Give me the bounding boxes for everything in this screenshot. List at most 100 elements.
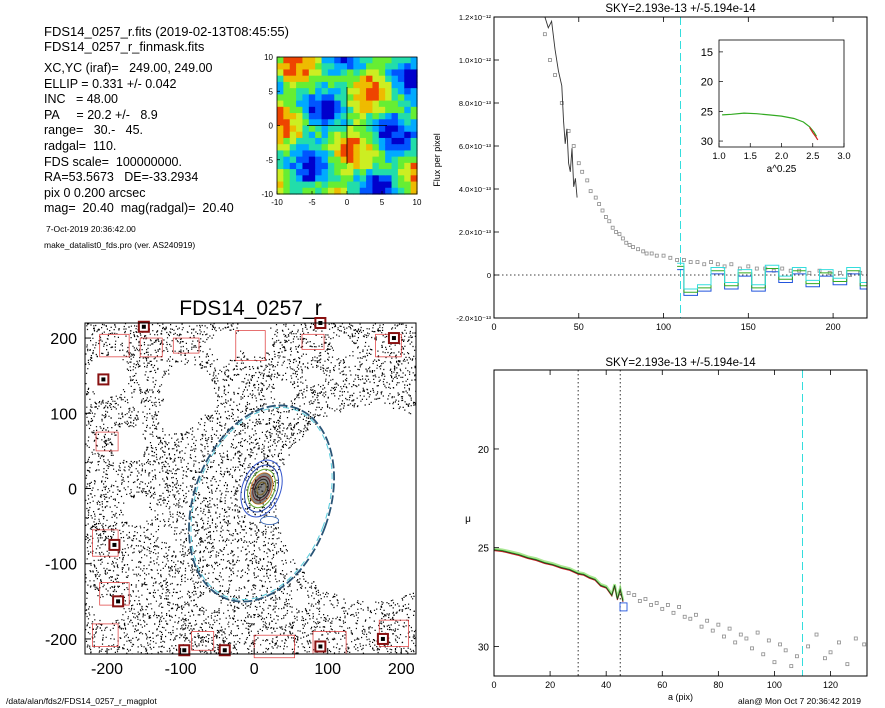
contour-cell bbox=[404, 131, 412, 139]
parameter-line: ELLIP = 0.331 +/- 0.042 bbox=[44, 76, 177, 91]
sky-inset-group: 1.0 1.5 2.0 2.5 3.0 15 20 25 30 a^0.25 bbox=[689, 34, 852, 183]
contour-cell bbox=[321, 150, 329, 158]
contour-cell bbox=[277, 57, 284, 64]
sky-scatter-point bbox=[675, 258, 680, 262]
contour-cell bbox=[410, 187, 418, 195]
profile-scatter-point bbox=[783, 648, 788, 653]
contour-cell bbox=[334, 175, 342, 183]
contour-cell bbox=[302, 137, 310, 145]
profile-plot-group: SKY=2.193e-13 +/-5.194e-14 0 20 40 60 80 100 12… bbox=[465, 357, 868, 702]
sky-annulus-ellipse-outer bbox=[188, 404, 335, 603]
profile-scatter-point bbox=[853, 636, 858, 641]
profile-last-point-marker bbox=[619, 602, 628, 612]
sky-y-tick: 6.0×10⁻¹³ bbox=[459, 142, 492, 151]
contour-cell bbox=[404, 137, 412, 145]
parameter-line: pix 0 0.200 arcsec bbox=[44, 185, 146, 200]
contour-cell bbox=[359, 100, 367, 108]
contour-cell bbox=[410, 88, 418, 95]
contour-cell bbox=[321, 106, 329, 114]
parameter-line: INC = 48.00 bbox=[44, 92, 118, 107]
sky-inset-x-tick: 3.0 bbox=[837, 151, 850, 162]
contour-cell bbox=[372, 156, 380, 164]
contour-cell bbox=[391, 187, 399, 195]
contour-cell bbox=[385, 106, 393, 114]
contour-cell bbox=[372, 187, 380, 195]
contour-cell bbox=[372, 175, 380, 183]
contour-cell bbox=[315, 137, 323, 145]
contour-cell bbox=[302, 57, 310, 64]
contour-cell bbox=[321, 162, 329, 170]
contour-cell bbox=[321, 100, 329, 108]
contour-cell bbox=[353, 162, 361, 170]
contour-cell bbox=[296, 125, 304, 133]
sky-scatter-point bbox=[580, 169, 585, 174]
contour-cell bbox=[397, 100, 405, 108]
program-name: make_datalist0_fds.pro (ver. AS240919) bbox=[44, 240, 196, 250]
contour-cell bbox=[347, 81, 354, 89]
sky-x-tick: 200 bbox=[826, 322, 841, 332]
contour-cell bbox=[391, 88, 399, 95]
sky-scatter-point bbox=[614, 230, 618, 234]
contour-cell bbox=[353, 94, 361, 102]
sky-inset-green-series bbox=[722, 112, 818, 137]
contour-cell bbox=[404, 181, 412, 189]
contour-cell bbox=[334, 113, 342, 120]
contour-cell bbox=[385, 63, 393, 71]
contour-cell bbox=[334, 162, 342, 170]
contour-cell bbox=[366, 75, 374, 83]
contour-cell bbox=[296, 100, 304, 108]
contour-cell bbox=[283, 81, 291, 89]
contour-cell bbox=[366, 81, 374, 89]
contour-cell bbox=[385, 181, 393, 189]
contour-cell bbox=[359, 75, 367, 83]
contour-cell bbox=[391, 119, 399, 127]
profile-x-tick: 40 bbox=[601, 680, 611, 690]
profile-scatter-point bbox=[778, 642, 782, 647]
contour-cell bbox=[289, 69, 297, 77]
contour-cell bbox=[340, 69, 348, 77]
profile-scatter-point bbox=[710, 628, 715, 633]
sky-scatter-point bbox=[649, 251, 654, 256]
sky-plot-data bbox=[494, 17, 867, 318]
sky-inset-x-tick: 2.5 bbox=[806, 151, 819, 162]
profile-plot-title: SKY=2.193e-13 +/-5.194e-14 bbox=[605, 357, 756, 369]
sky-scatter-point bbox=[631, 245, 635, 249]
contour-cell bbox=[302, 125, 310, 133]
contour-cell bbox=[347, 63, 354, 71]
sky-scatter-point bbox=[754, 266, 759, 271]
contour-cell bbox=[283, 187, 291, 195]
contour-cell bbox=[334, 150, 342, 158]
contour-cell bbox=[404, 69, 412, 77]
sky-scatter-point bbox=[729, 262, 734, 267]
profile-scatter-point bbox=[845, 662, 850, 667]
contour-cell bbox=[327, 125, 335, 133]
contour-cell bbox=[378, 169, 386, 176]
contour-cell bbox=[321, 169, 329, 176]
contour-cell bbox=[289, 63, 297, 71]
contour-cell bbox=[289, 169, 297, 176]
contour-cell bbox=[296, 69, 304, 77]
contour-cell bbox=[385, 69, 393, 77]
sky-scatter-point bbox=[807, 270, 812, 275]
contour-cell bbox=[315, 63, 323, 71]
profile-x-tick: 60 bbox=[657, 680, 667, 690]
contour-cell bbox=[404, 75, 412, 83]
contour-cell bbox=[404, 106, 412, 114]
sky-scatter-point bbox=[695, 260, 700, 265]
sky-annulus-ellipse-inner bbox=[190, 406, 333, 601]
contour-cell bbox=[308, 181, 316, 189]
contour-cell bbox=[308, 131, 316, 139]
contour-cell bbox=[308, 175, 316, 183]
contour-cell bbox=[366, 100, 374, 108]
contour-cell bbox=[277, 137, 284, 145]
contour-cell bbox=[366, 88, 374, 95]
contour-cell bbox=[366, 125, 374, 133]
contour-y-tick: -5 bbox=[266, 156, 274, 165]
contour-cell bbox=[391, 137, 399, 145]
profile-green-series bbox=[494, 549, 624, 602]
contour-cell bbox=[340, 113, 348, 120]
contour-cell bbox=[404, 100, 412, 108]
sky-scatter-point bbox=[654, 253, 659, 258]
contour-cell bbox=[302, 63, 310, 71]
contour-cell bbox=[347, 106, 354, 114]
